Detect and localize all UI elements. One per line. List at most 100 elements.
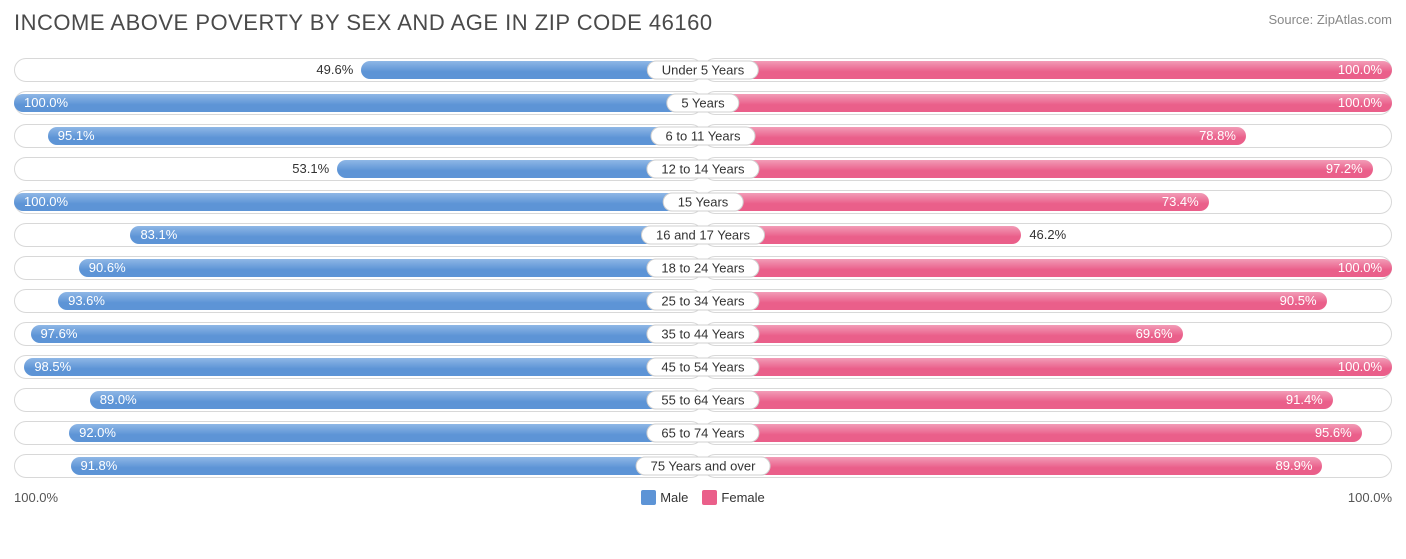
- female-bar: [703, 292, 1327, 310]
- male-bar: [79, 259, 703, 277]
- source-attribution: Source: ZipAtlas.com: [1268, 12, 1392, 27]
- female-half: 78.8%: [703, 124, 1392, 148]
- female-half: 89.9%: [703, 454, 1392, 478]
- male-bar: [24, 358, 703, 376]
- category-label: 35 to 44 Years: [646, 325, 759, 344]
- legend-item-female: Female: [702, 490, 764, 505]
- chart-rows: 49.6%100.0%Under 5 Years100.0%100.0%5 Ye…: [14, 58, 1392, 478]
- female-bar: [703, 127, 1246, 145]
- legend-label-female: Female: [721, 490, 764, 505]
- female-half: 100.0%: [703, 91, 1392, 115]
- male-value: 90.6%: [89, 256, 126, 280]
- chart-row: 100.0% 73.4% 15 Years: [14, 190, 1392, 214]
- chart-row: 49.6% 100.0% Under 5 Years: [14, 58, 1392, 82]
- male-value: 49.6%: [316, 58, 353, 82]
- category-label: 45 to 54 Years: [646, 358, 759, 377]
- female-value: 95.6%: [1315, 421, 1352, 445]
- female-bar: [703, 457, 1322, 475]
- female-half: 91.4%: [703, 388, 1392, 412]
- female-bar: [703, 259, 1392, 277]
- male-half: 92.0%: [14, 421, 703, 445]
- male-half: 89.0%: [14, 388, 703, 412]
- male-bar: [14, 193, 703, 211]
- male-value: 95.1%: [58, 124, 95, 148]
- female-half: 97.2%: [703, 157, 1392, 181]
- female-bar: [703, 424, 1362, 442]
- category-label: 65 to 74 Years: [646, 424, 759, 443]
- female-bar: [703, 94, 1392, 112]
- female-value: 46.2%: [1029, 223, 1066, 247]
- female-half: 95.6%: [703, 421, 1392, 445]
- chart-row: 90.6% 100.0% 18 to 24 Years: [14, 256, 1392, 280]
- category-label: 18 to 24 Years: [646, 259, 759, 278]
- female-value: 73.4%: [1162, 190, 1199, 214]
- chart-row: 100.0%100.0%5 Years: [14, 91, 1392, 115]
- chart-row: 91.8%89.9%75 Years and over: [14, 454, 1392, 478]
- female-bar: [703, 61, 1392, 79]
- page-title: INCOME ABOVE POVERTY BY SEX AND AGE IN Z…: [14, 10, 713, 36]
- female-bar: [703, 193, 1209, 211]
- category-label: 15 Years: [663, 193, 744, 212]
- category-label: 16 and 17 Years: [641, 226, 765, 245]
- female-bar: [703, 358, 1392, 376]
- male-half: 100.0%: [14, 190, 703, 214]
- male-bar: [71, 457, 704, 475]
- male-bar: [48, 127, 703, 145]
- female-half: 73.4%: [703, 190, 1392, 214]
- category-label: 5 Years: [666, 94, 739, 113]
- category-label: 75 Years and over: [636, 457, 771, 476]
- swatch-male: [641, 490, 656, 505]
- female-half: 100.0%: [703, 256, 1392, 280]
- chart-footer: 100.0% Male Female 100.0%: [14, 486, 1392, 508]
- female-value: 91.4%: [1286, 388, 1323, 412]
- male-bar: [31, 325, 703, 343]
- male-value: 92.0%: [79, 421, 116, 445]
- chart-row: 92.0% 95.6% 65 to 74 Years: [14, 421, 1392, 445]
- category-label: 12 to 14 Years: [646, 160, 759, 179]
- male-half: 93.6%: [14, 289, 703, 313]
- female-bar: [703, 391, 1333, 409]
- male-bar: [69, 424, 703, 442]
- male-value: 83.1%: [140, 223, 177, 247]
- female-value: 100.0%: [1338, 91, 1382, 115]
- male-half: 90.6%: [14, 256, 703, 280]
- female-half: 90.5%: [703, 289, 1392, 313]
- male-bar: [90, 391, 703, 409]
- swatch-female: [702, 490, 717, 505]
- category-label: 55 to 64 Years: [646, 391, 759, 410]
- male-bar: [58, 292, 703, 310]
- male-value: 100.0%: [24, 190, 68, 214]
- male-half: 100.0%: [14, 91, 703, 115]
- male-half: 95.1%: [14, 124, 703, 148]
- category-label: 6 to 11 Years: [651, 127, 756, 146]
- male-half: 97.6%: [14, 322, 703, 346]
- header: INCOME ABOVE POVERTY BY SEX AND AGE IN Z…: [14, 10, 1392, 36]
- female-half: 46.2%: [703, 223, 1392, 247]
- male-bar: [14, 94, 703, 112]
- male-bar: [130, 226, 703, 244]
- male-value: 97.6%: [41, 322, 78, 346]
- chart-row: 97.6% 69.6% 35 to 44 Years: [14, 322, 1392, 346]
- male-value: 89.0%: [100, 388, 137, 412]
- chart-row: 95.1% 78.8%6 to 11 Years: [14, 124, 1392, 148]
- female-value: 69.6%: [1136, 322, 1173, 346]
- male-half: 53.1%: [14, 157, 703, 181]
- female-value: 100.0%: [1338, 58, 1382, 82]
- male-value: 53.1%: [292, 157, 329, 181]
- chart-row: 93.6% 90.5% 25 to 34 Years: [14, 289, 1392, 313]
- female-value: 90.5%: [1280, 289, 1317, 313]
- legend-item-male: Male: [641, 490, 688, 505]
- legend: Male Female: [641, 490, 765, 505]
- female-half: 100.0%: [703, 58, 1392, 82]
- legend-label-male: Male: [660, 490, 688, 505]
- category-label: 25 to 34 Years: [646, 292, 759, 311]
- female-value: 100.0%: [1338, 256, 1382, 280]
- male-value: 98.5%: [34, 355, 71, 379]
- male-half: 98.5%: [14, 355, 703, 379]
- female-half: 69.6%: [703, 322, 1392, 346]
- chart-row: 53.1% 97.2%12 to 14 Years: [14, 157, 1392, 181]
- axis-label-left: 100.0%: [14, 490, 58, 505]
- male-half: 49.6%: [14, 58, 703, 82]
- category-label: Under 5 Years: [647, 61, 759, 80]
- male-half: 83.1%: [14, 223, 703, 247]
